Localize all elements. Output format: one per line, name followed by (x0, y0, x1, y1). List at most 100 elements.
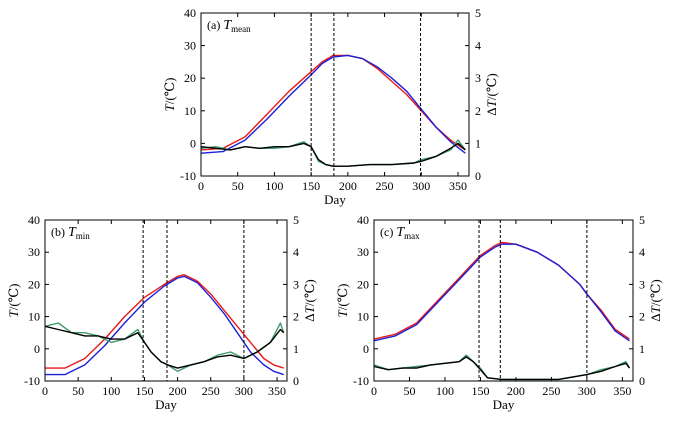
x-tick-label: 300 (235, 384, 253, 398)
chart-panel-1: 0 50 100 150 200 250 300 350-10010203040012345D… (162, 6, 499, 207)
y-right-axis-label: ΔT/(℃) (484, 73, 499, 115)
y-right-axis-label: ΔT/(℃) (302, 279, 317, 321)
series-line-1 (200, 54, 466, 151)
y-right-axis-symbol: T (648, 305, 663, 313)
series-line-4 (373, 356, 631, 381)
y-left-tick-label: 0 (34, 342, 40, 356)
y-right-tick-label: 0 (475, 169, 481, 183)
x-tick-label: 50 (72, 384, 84, 398)
y-left-tick-label: 20 (28, 277, 40, 291)
series-line-3 (373, 354, 631, 381)
panel-title-subscript: mean (231, 24, 251, 34)
y-left-tick-label: 10 (28, 310, 40, 324)
x-tick-label: 0 (198, 179, 204, 193)
y-left-axis-label: T/(℃) (162, 77, 177, 111)
panel-label: (b) (51, 225, 68, 239)
series-line-1 (45, 274, 284, 369)
y-right-tick-label: 3 (475, 71, 481, 85)
y-right-axis-delta: Δ (302, 313, 317, 321)
y-right-tick-label: 0 (293, 374, 299, 388)
y-right-axis-delta: Δ (484, 107, 499, 115)
y-left-axis-label: T/(℃) (6, 283, 21, 317)
y-left-tick-label: 40 (357, 213, 369, 227)
y-left-axis-unit: /(℃) (335, 283, 350, 310)
y-right-tick-label: 4 (475, 39, 481, 53)
x-tick-label: 250 (542, 384, 560, 398)
panel-title-symbol: T (223, 18, 232, 33)
panel-label: (c) (380, 225, 396, 239)
chart-panel-2: 0 50 100 150 200 250 300 350-10010203040012345D… (6, 213, 317, 412)
y-right-axis-symbol: T (484, 99, 499, 107)
x-tick-label: 350 (268, 384, 286, 398)
panel-label: (a) (207, 18, 223, 32)
y-right-axis-unit: /(℃) (302, 279, 317, 306)
x-tick-label: 150 (302, 179, 320, 193)
y-left-tick-label: 0 (190, 136, 196, 150)
x-axis-label: Day (155, 397, 177, 412)
y-right-tick-label: 2 (293, 310, 299, 324)
y-left-tick-label: -10 (180, 169, 196, 183)
x-tick-label: 150 (135, 384, 153, 398)
y-left-tick-label: 30 (357, 245, 369, 259)
x-tick-label: 100 (265, 179, 283, 193)
y-right-axis-unit: /(℃) (648, 279, 663, 306)
panel-title-subscript: max (404, 231, 420, 241)
y-left-tick-label: 10 (357, 310, 369, 324)
series-line-4 (44, 325, 285, 369)
x-tick-label: 200 (507, 384, 525, 398)
x-tick-label: 50 (232, 179, 244, 193)
x-axis-label: Day (493, 397, 515, 412)
panel-title-symbol: T (396, 225, 405, 240)
y-right-axis-label: ΔT/(℃) (648, 279, 663, 321)
panel-title: (b) Tmin (51, 225, 90, 241)
chart-panel-3: 0 50 100 150 200 250 300 350-10010203040012345D… (335, 213, 663, 412)
x-tick-label: 200 (169, 384, 187, 398)
y-left-axis-unit: /(℃) (162, 77, 177, 104)
series-line-1 (373, 241, 630, 340)
x-tick-label: 350 (613, 384, 631, 398)
series-line-2 (45, 275, 284, 376)
series-line-4 (200, 142, 466, 167)
panel-title-symbol: T (68, 225, 77, 240)
x-tick-label: 0 (371, 384, 377, 398)
y-left-tick-label: -10 (24, 374, 40, 388)
y-right-tick-label: 3 (293, 277, 299, 291)
x-axis-label: Day (324, 192, 346, 207)
series-line-2 (373, 243, 630, 342)
series-line-2 (200, 54, 466, 154)
series-line-3 (200, 139, 466, 167)
y-right-tick-label: 5 (293, 213, 299, 227)
y-right-tick-label: 2 (475, 104, 481, 118)
y-left-tick-label: 40 (28, 213, 40, 227)
y-right-tick-label: 4 (639, 245, 645, 259)
y-left-tick-label: 20 (184, 71, 196, 85)
plot-frame (44, 219, 288, 382)
panel-title: (c) Tmax (380, 225, 420, 241)
x-tick-label: 200 (339, 179, 357, 193)
y-left-tick-label: 30 (28, 245, 40, 259)
y-left-axis-symbol: T (6, 310, 21, 318)
y-right-tick-label: 1 (475, 136, 481, 150)
y-right-tick-label: 1 (293, 342, 299, 356)
y-left-tick-label: 40 (184, 6, 196, 20)
y-left-axis-symbol: T (335, 310, 350, 318)
y-left-axis-symbol: T (162, 104, 177, 112)
x-tick-label: 250 (202, 384, 220, 398)
x-tick-label: 250 (376, 179, 394, 193)
x-tick-label: 0 (42, 384, 48, 398)
y-right-axis-symbol: T (302, 305, 317, 313)
y-left-tick-label: 10 (184, 104, 196, 118)
plot-frame (373, 219, 634, 382)
y-left-axis-unit: /(℃) (6, 283, 21, 310)
x-tick-label: 300 (412, 179, 430, 193)
y-left-tick-label: 30 (184, 39, 196, 53)
y-right-tick-label: 1 (639, 342, 645, 356)
panel-title-subscript: min (76, 231, 91, 241)
x-tick-label: 350 (449, 179, 467, 193)
y-left-tick-label: 0 (363, 342, 369, 356)
x-tick-label: 100 (102, 384, 120, 398)
x-tick-label: 50 (403, 384, 415, 398)
y-left-tick-label: 20 (357, 277, 369, 291)
y-right-tick-label: 3 (639, 277, 645, 291)
